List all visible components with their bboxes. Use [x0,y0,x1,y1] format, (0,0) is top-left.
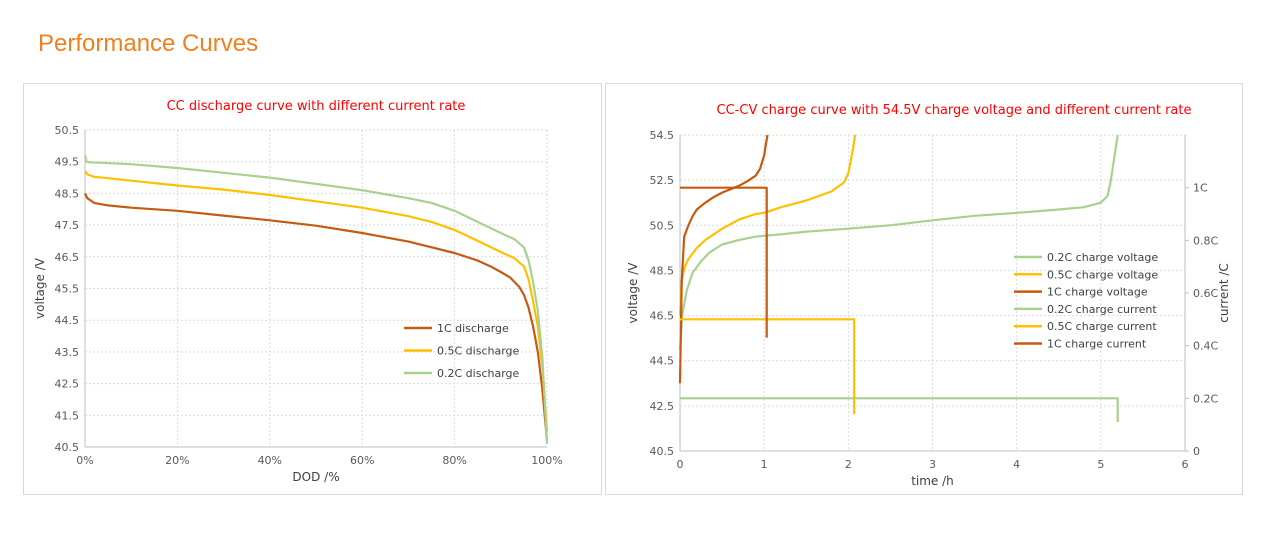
y2-tick-label: 0.8C [1193,234,1218,247]
y-tick-label: 52.5 [650,174,675,187]
y-tick-label: 47.5 [55,219,80,232]
y2-tick-label: 0.6C [1193,287,1218,300]
series-line-0-2c-charge-current [680,397,1119,422]
charge-chart: CC-CV charge curve with 54.5V charge vol… [626,103,1231,488]
series-line-0-5c-discharge [84,170,549,432]
chart-title: CC discharge curve with different curren… [167,99,466,114]
x-tick-label: 6 [1182,458,1189,471]
legend-label-0-5c-discharge: 0.5C discharge [437,345,520,358]
y2-tick-label: 0.2C [1193,392,1218,405]
charge-chart-panel: CC-CV charge curve with 54.5V charge vol… [605,83,1243,495]
x-tick-label: 2 [845,458,852,471]
y-tick-label: 50.5 [55,124,80,137]
y-tick-label: 41.5 [55,409,80,422]
x-tick-label: 40% [258,454,282,467]
y-tick-label: 54.5 [650,129,675,142]
legend-label-0-2c-charge-voltage: 0.2C charge voltage [1047,251,1158,264]
legend-label-1c-charge-voltage: 1C charge voltage [1047,286,1148,299]
x-tick-label: 3 [929,458,936,471]
x-tick-label: 0 [677,458,684,471]
page-title: Performance Curves [38,30,259,57]
y-tick-label: 48.5 [650,264,675,277]
y2-tick-label: 1C [1193,182,1208,195]
y-tick-label: 42.5 [650,400,675,413]
y-tick-label: 46.5 [55,251,80,264]
legend-label-0-5c-charge-voltage: 0.5C charge voltage [1047,268,1158,281]
discharge-chart: CC discharge curve with different curren… [33,99,563,484]
series-line-1c-charge-current [680,186,768,338]
x-tick-label: 1 [761,458,768,471]
series-line-0-5c-charge-voltage [678,134,857,316]
y-tick-label: 49.5 [55,156,80,169]
x-tick-label: 0% [76,454,93,467]
y-axis-title: voltage /V [33,257,47,319]
legend-label-0-5c-charge-current: 0.5C charge current [1047,320,1157,333]
series-line-0-2c-discharge [83,155,549,444]
chart-title: CC-CV charge curve with 54.5V charge vol… [717,103,1192,118]
series-line-1c-discharge [84,192,549,441]
y2-axis-title: current /C [1217,263,1231,323]
series-line-0-2c-charge-voltage [678,134,1119,350]
y-axis-title: voltage /V [626,262,640,324]
legend-label-0-2c-charge-current: 0.2C charge current [1047,303,1157,316]
x-tick-label: 60% [350,454,374,467]
y-tick-label: 46.5 [650,310,675,323]
y-tick-label: 50.5 [650,219,675,232]
y-tick-label: 44.5 [55,314,80,327]
y-tick-label: 40.5 [55,441,80,454]
y-tick-label: 45.5 [55,283,80,296]
legend-label-1c-discharge: 1C discharge [437,322,509,335]
x-tick-label: 20% [165,454,189,467]
legend-label-0-2c-discharge: 0.2C discharge [437,367,520,380]
x-tick-label: 100% [531,454,562,467]
y2-tick-label: 0.4C [1193,340,1218,353]
y2-tick-label: 0 [1193,445,1200,458]
y-tick-label: 44.5 [650,355,675,368]
x-tick-label: 80% [442,454,466,467]
x-axis-title: time /h [911,474,954,488]
x-axis-title: DOD /% [292,470,339,484]
legend-label-1c-charge-current: 1C charge current [1047,338,1147,351]
x-tick-label: 4 [1013,458,1020,471]
discharge-chart-panel: CC discharge curve with different curren… [23,83,602,495]
y-tick-label: 40.5 [650,445,675,458]
x-tick-label: 5 [1097,458,1104,471]
series-line-1c-charge-voltage [678,134,769,384]
y-tick-label: 43.5 [55,346,80,359]
y-tick-label: 48.5 [55,187,80,200]
y-tick-label: 42.5 [55,378,80,391]
